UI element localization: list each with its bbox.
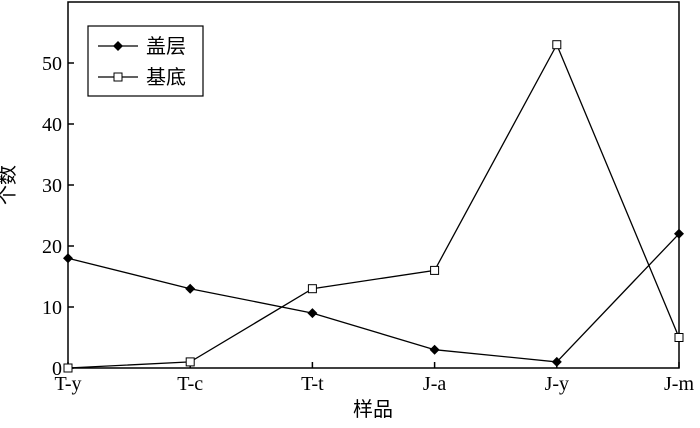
data-point [430,265,440,275]
data-point [551,356,562,367]
x-axis-label: 样品 [353,398,393,421]
data-point [674,228,684,239]
y-tick-label: 30 [42,175,62,197]
x-tick-label: T-y [54,373,81,395]
y-tick-label: 50 [42,53,62,75]
data-point [185,283,196,294]
data-point [552,40,562,50]
data-point [63,253,73,264]
y-tick-label: 20 [42,236,62,258]
data-point [307,284,317,294]
series-line [67,233,680,363]
data-point [674,333,684,342]
legend-label: 基底 [146,66,186,89]
x-tick-label: J-y [545,373,569,395]
data-point [185,357,195,367]
series-line [67,43,680,369]
x-tick-label: T-t [301,373,324,395]
x-tick-label: J-m [664,373,694,395]
y-tick-label: 10 [42,297,62,319]
legend-box [87,25,204,97]
y-axis-label: 个数 [0,165,19,205]
data-point [307,308,318,319]
data-point [429,344,440,355]
legend-label: 盖层 [146,35,186,58]
y-tick-label: 40 [42,114,62,136]
legend-marker [113,41,123,51]
x-tick-label: J-a [423,373,446,395]
data-point [63,363,73,373]
x-tick-label: T-c [177,373,203,395]
y-tick-label: 0 [52,358,62,380]
legend-marker [113,72,123,82]
